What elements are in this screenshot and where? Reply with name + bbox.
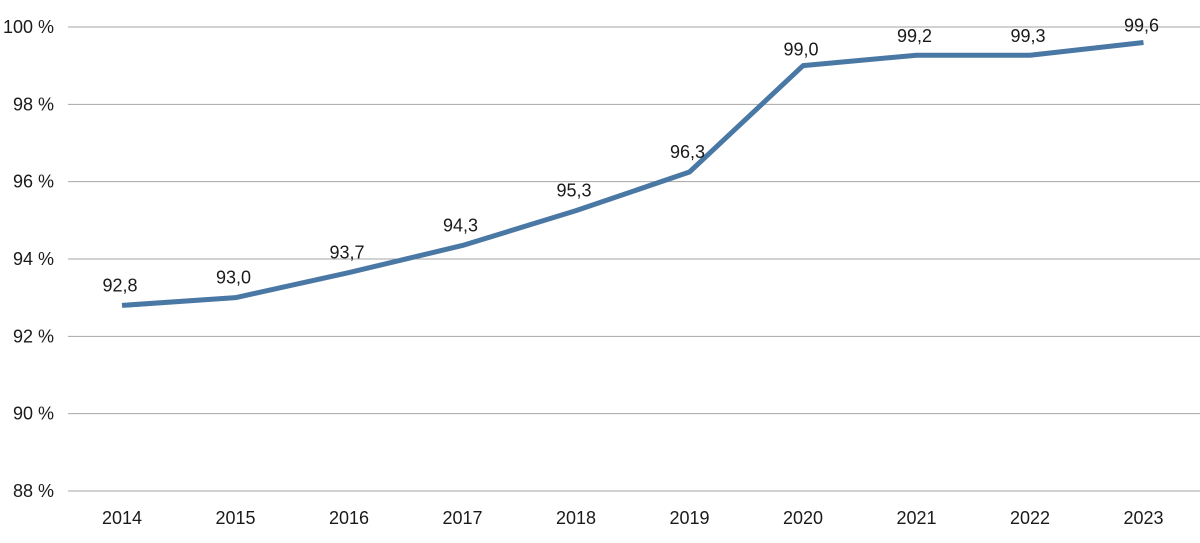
data-label: 99,2 [897, 26, 932, 46]
data-label: 93,0 [216, 268, 251, 288]
data-label: 96,3 [670, 142, 705, 162]
x-tick-label: 2019 [669, 508, 709, 528]
data-labels: 92,8 93,0 93,7 94,3 95,3 96,3 99,0 99,2 99,3 99,6 [102, 15, 1159, 295]
series-layer [121, 39, 1144, 308]
x-tick-label: 2021 [896, 508, 936, 528]
x-tick-label: 2023 [1123, 508, 1163, 528]
data-label: 94,3 [443, 215, 478, 235]
y-tick-label: 100 % [3, 17, 54, 37]
data-label: 95,3 [556, 181, 591, 201]
x-tick-label: 2017 [442, 508, 482, 528]
x-tick-label: 2015 [215, 508, 255, 528]
x-tick-label: 2022 [1010, 508, 1050, 528]
y-tick-label: 88 % [13, 481, 54, 501]
x-axis-tick-labels: 2014 2015 2016 2017 2018 2019 2020 2021 2022 2023 [102, 508, 1164, 528]
data-label: 99,0 [783, 40, 818, 60]
gridlines [68, 26, 1200, 492]
x-tick-label: 2016 [329, 508, 369, 528]
y-tick-label: 96 % [13, 172, 54, 192]
data-label: 93,7 [329, 243, 364, 263]
x-tick-label: 2014 [102, 508, 142, 528]
data-label: 92,8 [102, 275, 137, 295]
y-tick-label: 92 % [13, 326, 54, 346]
data-label: 99,3 [1010, 26, 1045, 46]
y-tick-label: 98 % [13, 94, 54, 114]
data-label: 99,6 [1124, 15, 1159, 35]
x-tick-label: 2018 [556, 508, 596, 528]
x-tick-label: 2020 [783, 508, 823, 528]
series-line [121, 39, 1144, 308]
y-tick-label: 90 % [13, 404, 54, 424]
y-axis-tick-labels: 88 % 90 % 92 % 94 % 96 % 98 % 100 % [3, 17, 54, 501]
y-tick-label: 94 % [13, 249, 54, 269]
